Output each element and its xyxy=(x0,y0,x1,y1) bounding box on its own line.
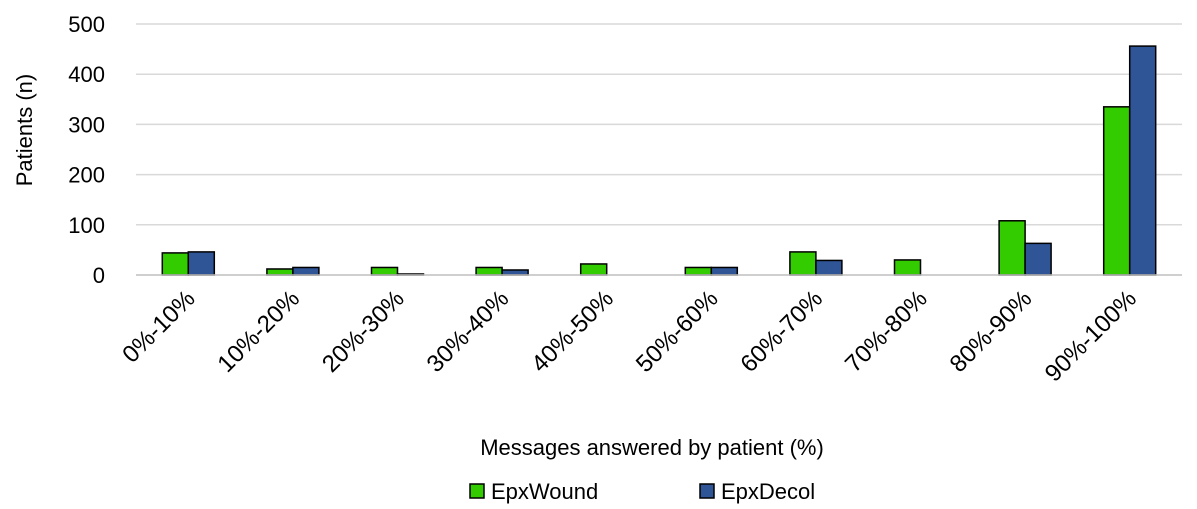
y-tick-label: 300 xyxy=(68,112,105,137)
y-axis-ticks: 0 100 200 300 400 500 xyxy=(68,12,105,288)
bar-epxdecol-9 xyxy=(1128,45,1157,276)
y-axis-title: Patients (n) xyxy=(12,74,37,187)
bar-epxwound-7 xyxy=(893,259,922,276)
bar-epxwound-8 xyxy=(998,220,1026,276)
y-tick-label: 100 xyxy=(68,213,105,238)
bar-epxwound-3 xyxy=(475,266,503,276)
bar-epxdecol-3 xyxy=(501,269,529,276)
x-tick-label: 10%-20% xyxy=(212,285,305,378)
bar-epxdecol-8 xyxy=(1024,242,1052,276)
bar-epxwound-9 xyxy=(1102,106,1131,276)
y-tick-label: 400 xyxy=(68,62,105,87)
legend-label-epxwound: EpxWound xyxy=(491,479,598,504)
x-axis-title: Messages answered by patient (%) xyxy=(480,435,824,460)
x-tick-label: 80%-90% xyxy=(945,285,1038,378)
x-tick-label: 70%-80% xyxy=(840,285,933,378)
bar-epxwound-2 xyxy=(370,266,399,276)
bar-epxdecol-1 xyxy=(292,266,320,276)
x-tick-label: 30%-40% xyxy=(422,285,515,378)
y-tick-label: 200 xyxy=(68,163,105,188)
x-tick-label: 20%-30% xyxy=(317,285,410,378)
bar-epxwound-6 xyxy=(789,251,817,276)
x-tick-label: 60%-70% xyxy=(735,285,828,378)
gridlines xyxy=(136,23,1182,226)
bar-epxwound-4 xyxy=(579,263,608,276)
bar-epxdecol-6 xyxy=(815,259,843,276)
bar-epxwound-1 xyxy=(266,268,294,276)
bar-epxdecol-0 xyxy=(187,251,216,276)
bar-epxwound-0 xyxy=(161,252,190,276)
y-tick-label: 0 xyxy=(93,263,105,288)
legend: EpxWound EpxDecol xyxy=(469,479,815,504)
legend-swatch-epxwound xyxy=(469,483,485,499)
x-tick-label: 90%-100% xyxy=(1040,285,1142,387)
x-tick-label: 0%-10% xyxy=(117,285,200,368)
x-axis-ticks: 0%-10% 10%-20% 20%-30% 30%-40% 40%-50% 50%-60… xyxy=(117,285,1142,387)
x-tick-label: 50%-60% xyxy=(631,285,724,378)
bar-epxwound-5 xyxy=(684,266,713,276)
legend-label-epxdecol: EpxDecol xyxy=(721,479,815,504)
bars xyxy=(161,45,1157,276)
legend-swatch-epxdecol xyxy=(699,483,715,499)
bar-epxdecol-5 xyxy=(710,266,739,276)
x-tick-label: 40%-50% xyxy=(526,285,619,378)
y-tick-label: 500 xyxy=(68,12,105,37)
